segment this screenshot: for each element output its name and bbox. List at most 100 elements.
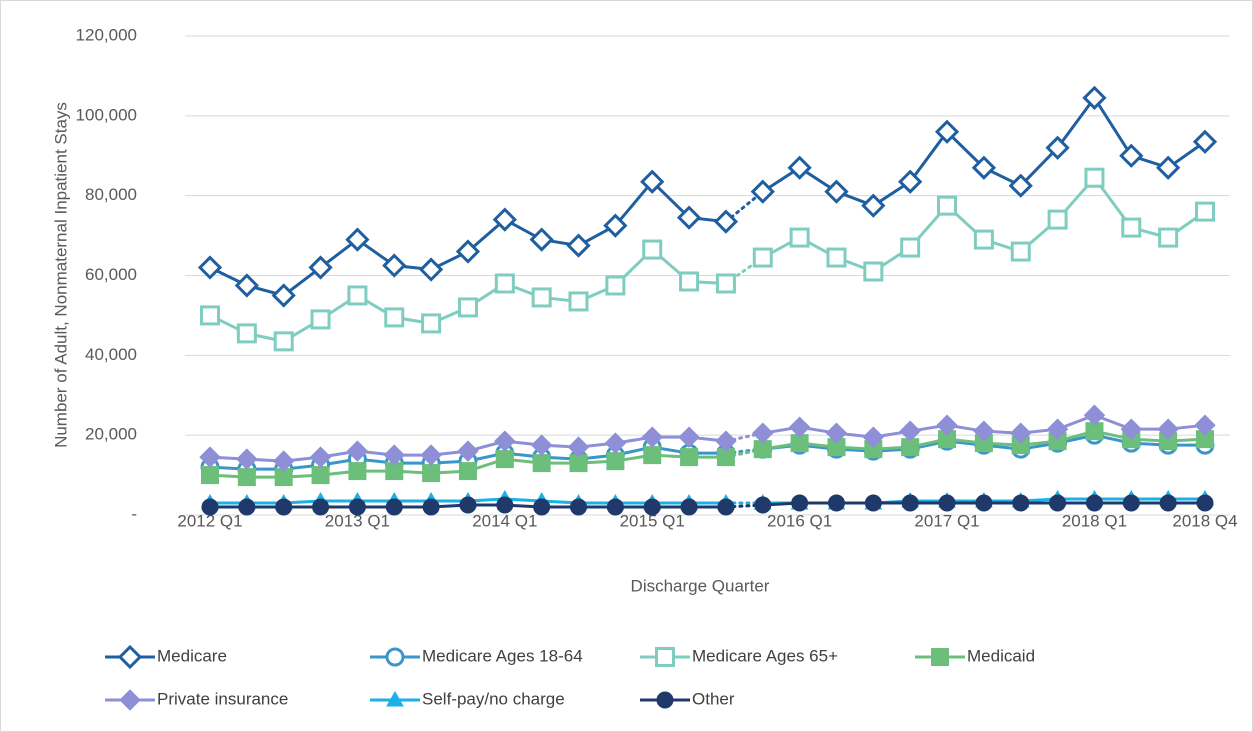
marker	[973, 229, 994, 250]
marker	[1192, 129, 1218, 154]
marker	[568, 291, 589, 312]
marker	[931, 648, 949, 666]
marker	[937, 195, 958, 216]
marker	[238, 498, 256, 516]
marker	[640, 169, 665, 194]
marker	[236, 323, 257, 344]
marker	[495, 450, 514, 469]
marker	[713, 209, 739, 234]
marker	[1119, 143, 1144, 168]
marker	[643, 498, 661, 516]
marker	[347, 285, 368, 306]
marker	[199, 446, 221, 468]
marker	[1158, 227, 1179, 248]
marker	[864, 494, 882, 512]
y-tick-label: 60,000	[85, 265, 137, 284]
marker	[1196, 494, 1214, 512]
marker	[1194, 414, 1216, 436]
marker	[422, 464, 441, 483]
marker	[604, 432, 627, 454]
marker	[529, 227, 554, 252]
marker	[1012, 494, 1030, 512]
marker	[1047, 209, 1068, 230]
x-axis-title: Discharge Quarter	[631, 576, 770, 595]
marker	[1195, 201, 1215, 222]
marker	[271, 283, 296, 308]
marker	[234, 273, 259, 298]
y-tick-label: -	[131, 504, 137, 523]
marker	[679, 271, 700, 292]
marker	[117, 644, 143, 670]
marker	[676, 205, 702, 230]
marker	[863, 261, 884, 282]
marker	[237, 468, 256, 487]
marker	[750, 179, 775, 204]
marker	[566, 233, 591, 258]
marker	[236, 448, 258, 470]
marker	[827, 494, 845, 512]
marker	[492, 207, 517, 232]
marker	[200, 305, 220, 326]
marker	[862, 426, 885, 448]
x-tick-label: 2012 Q1	[177, 511, 242, 530]
marker	[533, 498, 551, 516]
marker	[458, 462, 477, 481]
marker	[1010, 422, 1032, 444]
x-tick-label: 2016 Q1	[767, 511, 832, 530]
marker	[603, 213, 628, 238]
y-axis-title: Number of Adult, Nonmaternal Inpatient S…	[51, 102, 70, 448]
marker	[494, 273, 515, 294]
marker	[273, 331, 294, 352]
marker	[421, 313, 442, 334]
marker	[346, 440, 369, 462]
marker	[496, 496, 514, 514]
marker	[201, 498, 219, 516]
marker	[1120, 418, 1143, 440]
marker	[1084, 167, 1105, 188]
y-tick-label: 100,000	[76, 105, 137, 124]
marker	[642, 239, 663, 260]
marker	[1156, 155, 1181, 180]
marker	[455, 239, 481, 264]
marker	[272, 450, 295, 472]
marker	[1085, 494, 1103, 512]
legend-label: Medicare	[157, 646, 227, 665]
marker	[938, 494, 956, 512]
marker	[383, 444, 405, 466]
marker	[1157, 418, 1179, 440]
marker	[791, 494, 809, 512]
marker	[788, 416, 811, 438]
marker	[418, 257, 444, 282]
marker	[201, 466, 219, 485]
x-tick-label: 2017 Q1	[914, 511, 979, 530]
marker	[532, 454, 551, 473]
marker	[457, 440, 479, 462]
marker	[1049, 494, 1067, 512]
marker	[345, 227, 370, 252]
legend-label: Private insurance	[157, 689, 288, 708]
marker	[754, 496, 772, 514]
marker	[386, 690, 404, 707]
marker	[901, 494, 919, 512]
marker	[531, 287, 552, 308]
x-tick-label: 2014 Q1	[472, 511, 537, 530]
marker	[1046, 418, 1069, 440]
marker	[643, 446, 662, 465]
marker	[1010, 241, 1031, 262]
marker	[975, 494, 993, 512]
marker	[311, 466, 330, 485]
marker	[826, 247, 847, 268]
marker	[752, 247, 773, 268]
marker	[459, 496, 477, 514]
marker	[680, 448, 699, 467]
marker	[382, 253, 407, 278]
marker	[422, 498, 440, 516]
legend-label: Other	[692, 689, 735, 708]
marker	[530, 434, 553, 456]
marker	[385, 647, 405, 667]
y-tick-label: 80,000	[85, 185, 137, 204]
marker	[570, 498, 588, 516]
marker	[898, 169, 923, 194]
